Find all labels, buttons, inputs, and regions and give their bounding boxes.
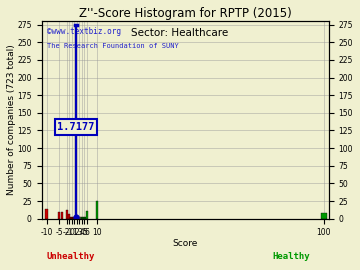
Text: Sector: Healthcare: Sector: Healthcare bbox=[131, 28, 229, 38]
Bar bbox=[58, 212, 60, 219]
Bar bbox=[60, 212, 63, 219]
Text: The Research Foundation of SUNY: The Research Foundation of SUNY bbox=[47, 43, 179, 49]
Y-axis label: Number of companies (723 total): Number of companies (723 total) bbox=[7, 45, 16, 195]
Text: ©www.textbiz.org: ©www.textbiz.org bbox=[47, 27, 121, 36]
Bar bbox=[70, 217, 71, 219]
Bar bbox=[79, 217, 80, 219]
Bar bbox=[96, 201, 98, 219]
Title: Z''-Score Histogram for RPTP (2015): Z''-Score Histogram for RPTP (2015) bbox=[79, 7, 292, 20]
Bar bbox=[85, 217, 86, 219]
X-axis label: Score: Score bbox=[172, 239, 198, 248]
Bar bbox=[75, 217, 76, 219]
Bar bbox=[73, 217, 74, 219]
Bar bbox=[71, 217, 72, 219]
Bar bbox=[84, 217, 85, 219]
Bar bbox=[321, 213, 327, 219]
Bar bbox=[74, 217, 75, 219]
Bar bbox=[82, 217, 83, 219]
Text: 1.7177: 1.7177 bbox=[57, 122, 95, 132]
Bar bbox=[80, 217, 81, 219]
Bar bbox=[45, 209, 48, 219]
Bar bbox=[68, 214, 71, 219]
Bar bbox=[78, 217, 79, 219]
Bar bbox=[72, 217, 73, 219]
Bar bbox=[83, 217, 84, 219]
Text: Unhealthy: Unhealthy bbox=[46, 252, 94, 261]
Bar bbox=[77, 217, 78, 219]
Bar bbox=[66, 210, 68, 219]
Bar bbox=[86, 211, 88, 219]
Bar bbox=[81, 217, 82, 219]
Text: Healthy: Healthy bbox=[273, 252, 310, 261]
